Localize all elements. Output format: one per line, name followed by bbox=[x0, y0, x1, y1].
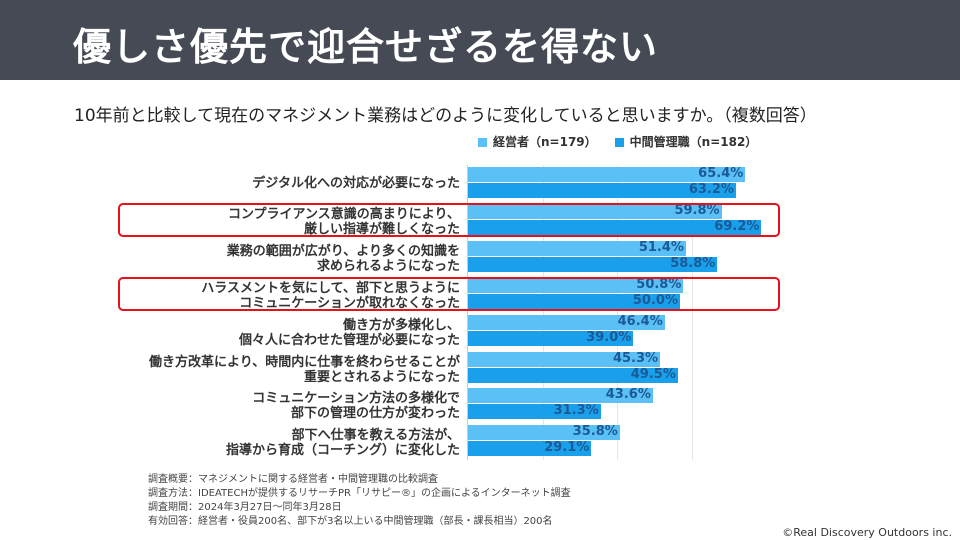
legend-label: 経営者（n=179） bbox=[493, 135, 597, 149]
data-label: 58.8% bbox=[670, 255, 716, 271]
data-label: 45.3% bbox=[612, 350, 659, 366]
chart-row: 業務の範囲が広がり、より多くの知識を 求められるようになった 51.4% 58.8% bbox=[0, 239, 960, 275]
data-label: 65.4% bbox=[698, 166, 744, 181]
data-label: 59.8% bbox=[674, 202, 720, 218]
data-label: 43.6% bbox=[605, 387, 651, 403]
survey-question: 10年前と比較して現在のマネジメント業務はどのように変化していると思いますか。（… bbox=[74, 106, 817, 126]
category-label: ハラスメントを気にして、部下と思うように コミュニケーションが取れなくなった bbox=[201, 281, 460, 311]
category-label-line: デジタル化への対応が必要になった bbox=[252, 176, 460, 191]
bar-managers: 50.0% bbox=[468, 292, 680, 309]
category-label: 働き方改革により、時間内に仕事を終わらせることが 重要とされるようになった bbox=[149, 355, 460, 385]
chart-row: 働き方改革により、時間内に仕事を終わらせることが 重要とされるようになった 45.3… bbox=[0, 350, 960, 386]
axis-line bbox=[467, 165, 468, 460]
bar-managers: 31.3% bbox=[468, 403, 601, 420]
bar-executives: 65.4% bbox=[468, 166, 746, 182]
category-label: 働き方が多様化し、 個々人に合わせた管理が必要になった bbox=[239, 318, 460, 348]
gridline bbox=[543, 165, 544, 460]
category-label-line: 指導から育成（コーチング）に変化した bbox=[225, 443, 460, 459]
chart-legend: 経営者（n=179） 中間管理職（n=182） bbox=[478, 133, 757, 150]
category-label: 業務の範囲が広がり、より多くの知識を 求められるようになった bbox=[227, 244, 460, 274]
category-label-line: コンプライアンス意識の高まりにより、 bbox=[227, 206, 460, 222]
legend-item-executives: 経営者（n=179） bbox=[478, 133, 597, 150]
highlight-box bbox=[118, 203, 780, 238]
category-label-line: 働き方改革により、時間内に仕事を終わらせることが bbox=[149, 354, 460, 370]
data-label: 46.4% bbox=[617, 313, 663, 329]
bar-executives: 35.8% bbox=[468, 424, 620, 441]
data-label: 31.3% bbox=[553, 403, 599, 419]
data-label: 51.4% bbox=[638, 239, 684, 255]
category-label: 部下へ仕事を教える方法が、 指導から育成（コーチング）に変化した bbox=[226, 428, 460, 458]
category-label: デジタル化への対応が必要になった bbox=[252, 176, 460, 191]
chart-row: ハラスメントを気にして、部下と思うように コミュニケーションが取れなくなった 50.… bbox=[0, 276, 960, 312]
note-line: 調査期間：2024年3月27日〜同年3月28日 bbox=[148, 502, 342, 513]
gridline bbox=[692, 165, 693, 460]
category-label-line: 個々人に合わせた管理が必要になった bbox=[238, 332, 460, 348]
data-label: 29.1% bbox=[544, 440, 590, 456]
legend-swatch bbox=[478, 138, 487, 147]
legend-label: 中間管理職（n=182） bbox=[629, 135, 758, 149]
bar-executives: 50.8% bbox=[468, 276, 684, 293]
data-label: 63.2% bbox=[688, 182, 734, 197]
bar-executives: 59.8% bbox=[468, 202, 722, 219]
chart-row: デジタル化への対応が必要になった 65.4% 63.2% bbox=[0, 166, 960, 201]
chart-row: 働き方が多様化し、 個々人に合わせた管理が必要になった 46.4% 39.0% bbox=[0, 313, 960, 349]
data-label: 39.0% bbox=[586, 329, 632, 345]
slide-title: 優しさ優先で迎合せざるを得ない bbox=[73, 25, 659, 69]
highlight-box bbox=[118, 277, 780, 312]
category-label-line: 部下へ仕事を教える方法が、 bbox=[291, 428, 460, 444]
chart-row: コミュニケーション方法の多様化で 部下の管理の仕方が変わった 43.6% 31.3% bbox=[0, 387, 960, 422]
note-line: 調査方法：IDEATECHが提供するリサーチPR「リサピー®」の企画によるインタ… bbox=[148, 488, 571, 499]
data-label: 69.2% bbox=[714, 218, 760, 234]
category-label-line: 業務の範囲が広がり、より多くの知識を bbox=[226, 243, 460, 259]
data-label: 50.0% bbox=[632, 292, 678, 308]
note-line: 有効回答：経営者・役員200名、部下が3名以上いる中間管理職（部長・課長相当）2… bbox=[148, 516, 553, 527]
bar-managers: 58.8% bbox=[468, 255, 718, 272]
data-label: 49.5% bbox=[630, 366, 676, 382]
category-label-line: 重要とされるようになった bbox=[303, 369, 460, 385]
data-label: 50.8% bbox=[636, 276, 682, 292]
data-label: 35.8% bbox=[572, 424, 618, 440]
bar-managers: 49.5% bbox=[468, 366, 678, 383]
survey-notes: 調査概要：マネジメントに関する経営者・中間管理職の比較調査 調査方法：IDEAT… bbox=[148, 473, 571, 529]
chart-row: コンプライアンス意識の高まりにより、 厳しい指導が難しくなった 59.8% 69.2% bbox=[0, 202, 960, 238]
title-bar: 優しさ優先で迎合せざるを得ない bbox=[0, 0, 960, 80]
bar-managers: 39.0% bbox=[468, 329, 634, 346]
legend-item-managers: 中間管理職（n=182） bbox=[614, 133, 758, 150]
bar-executives: 43.6% bbox=[468, 387, 653, 404]
gridline bbox=[617, 165, 618, 460]
bar-managers: 29.1% bbox=[468, 440, 592, 457]
category-label: コンプライアンス意識の高まりにより、 厳しい指導が難しくなった bbox=[228, 207, 460, 237]
bar-executives: 45.3% bbox=[468, 350, 661, 367]
note-line: 調査概要：マネジメントに関する経営者・中間管理職の比較調査 bbox=[148, 474, 438, 485]
bar-managers: 69.2% bbox=[468, 218, 762, 235]
category-label-line: コミュニケーションが取れなくなった bbox=[239, 295, 460, 311]
bar-executives: 51.4% bbox=[468, 239, 686, 256]
category-label-line: ハラスメントを気にして、部下と思うように bbox=[201, 280, 460, 296]
category-label-line: 厳しい指導が難しくなった bbox=[303, 221, 460, 237]
chart-row: 部下へ仕事を教える方法が、 指導から育成（コーチング）に変化した 35.8% 29.1… bbox=[0, 424, 960, 459]
category-label-line: 求められるようになった bbox=[316, 258, 460, 274]
category-label-line: 部下の管理の仕方が変わった bbox=[290, 406, 460, 422]
copyright: ©Real Discovery Outdoors inc. bbox=[782, 526, 952, 539]
bar-executives: 46.4% bbox=[468, 313, 665, 330]
category-label-line: コミュニケーション方法の多様化で bbox=[252, 391, 460, 407]
category-label-line: 働き方が多様化し、 bbox=[342, 317, 460, 333]
legend-swatch bbox=[614, 138, 624, 147]
bar-managers: 63.2% bbox=[468, 182, 736, 198]
category-label: コミュニケーション方法の多様化で 部下の管理の仕方が変わった bbox=[252, 391, 460, 421]
